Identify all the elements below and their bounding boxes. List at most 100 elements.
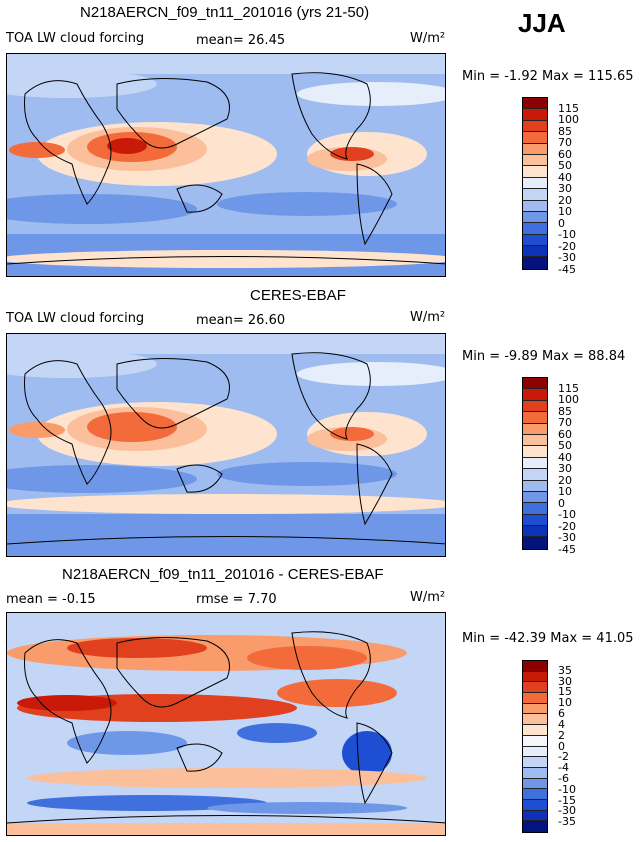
colorbar-tick-label: -10	[558, 782, 576, 796]
colorbar-segment	[523, 693, 547, 704]
colorbar-segment	[523, 671, 547, 683]
colorbar-segment	[523, 120, 547, 133]
colorbar-segment	[523, 514, 547, 527]
panel2-map-svg	[7, 334, 445, 556]
colorbar-segment	[523, 223, 547, 235]
colorbar-tick-label: -6	[558, 771, 569, 785]
colorbar-tick-label: 10	[558, 485, 572, 499]
panel1-title: N218AERCN_f09_tn11_201016 (yrs 21-50)	[80, 4, 370, 21]
colorbar-segment	[523, 166, 547, 178]
colorbar-tick-label: 30	[558, 674, 572, 688]
colorbar-tick-label: 100	[558, 393, 579, 407]
colorbar-segment	[523, 725, 547, 736]
colorbar-tick-label: 2	[558, 728, 565, 742]
colorbar-segment	[523, 821, 547, 832]
colorbar-tick-label: 100	[558, 113, 579, 127]
colorbar-segment	[523, 457, 547, 470]
colorbar-tick-label: -45	[558, 543, 576, 556]
colorbar-tick-label: 20	[558, 193, 572, 207]
colorbar-tick-label: -20	[558, 239, 576, 253]
season-label: JJA	[518, 8, 566, 38]
colorbar-segment	[523, 177, 547, 190]
panel1-field: TOA LW cloud forcing	[6, 31, 145, 46]
colorbar-tick-label: -10	[558, 228, 576, 242]
colorbar-tick-label: 40	[558, 450, 572, 464]
colorbar-segment	[523, 246, 547, 258]
colorbar-segment	[523, 735, 547, 747]
colorbar-segment	[523, 682, 547, 694]
panel3-units: W/m²	[410, 590, 446, 605]
colorbar-tick-label: 10	[558, 205, 572, 219]
colorbar-segment	[523, 503, 547, 515]
colorbar-segment	[523, 789, 547, 800]
panel1-colorbar	[522, 97, 548, 270]
colorbar-segment	[523, 400, 547, 413]
colorbar-tick-label: 6	[558, 707, 565, 721]
colorbar-tick-label: -30	[558, 251, 576, 265]
colorbar-segment	[523, 746, 547, 758]
colorbar-tick-label: -45	[558, 263, 576, 276]
colorbar-segment	[523, 98, 547, 110]
colorbar-segment	[523, 757, 547, 768]
colorbar-segment	[523, 189, 547, 201]
colorbar-tick-label: 0	[558, 739, 565, 753]
colorbar-segment	[523, 257, 547, 269]
colorbar-segment	[523, 491, 547, 504]
colorbar-tick-label: 50	[558, 439, 572, 453]
colorbar-segment	[523, 378, 547, 390]
panel2-field: TOA LW cloud forcing	[6, 311, 145, 326]
colorbar-tick-label: -15	[558, 793, 576, 807]
colorbar-tick-label: 40	[558, 170, 572, 184]
panel1-units: W/m²	[410, 31, 446, 46]
colorbar-tick-label: 35	[558, 663, 572, 677]
colorbar-segment	[523, 109, 547, 121]
colorbar-tick-label: 85	[558, 404, 572, 418]
colorbar-segment	[523, 714, 547, 726]
panel3-title: N218AERCN_f09_tn11_201016 - CERES-EBAF	[62, 566, 384, 583]
colorbar-tick-label: 60	[558, 147, 572, 161]
panel2-mean: mean= 26.60	[196, 313, 286, 328]
panel3-colorbar	[522, 660, 548, 833]
colorbar-segment	[523, 446, 547, 458]
panel2-units: W/m²	[410, 310, 446, 325]
colorbar-tick-label: -35	[558, 815, 576, 829]
colorbar-segment	[523, 537, 547, 549]
panel1-map-svg	[7, 54, 445, 276]
panel1-map	[6, 53, 446, 277]
colorbar-segment	[523, 703, 547, 715]
colorbar-tick-label: 30	[558, 182, 572, 196]
colorbar-segment	[523, 799, 547, 811]
colorbar-tick-label: 4	[558, 717, 565, 731]
colorbar-tick-label: 0	[558, 216, 565, 230]
colorbar-segment	[523, 423, 547, 435]
colorbar-tick-label: 0	[558, 496, 565, 510]
colorbar-tick-label: 60	[558, 427, 572, 441]
colorbar-tick-label: -30	[558, 531, 576, 545]
colorbar-tick-label: -4	[558, 761, 569, 775]
colorbar-segment	[523, 200, 547, 212]
colorbar-tick-label: 10	[558, 696, 572, 710]
panel2-minmax: Min = -9.89 Max = 88.84	[462, 349, 626, 364]
panel2-colorbar	[522, 377, 548, 550]
colorbar-tick-label: 15	[558, 685, 572, 699]
colorbar-segment	[523, 661, 547, 672]
colorbar-tick-label: -2	[558, 750, 569, 764]
colorbar-tick-label: 20	[558, 473, 572, 487]
panel1-minmax: Min = -1.92 Max = 115.65	[462, 69, 634, 84]
colorbar-tick-label: 30	[558, 462, 572, 476]
colorbar-tick-label: 70	[558, 136, 572, 150]
panel3-map-svg	[7, 613, 445, 835]
panel3-map	[6, 612, 446, 836]
colorbar-segment	[523, 480, 547, 492]
colorbar-segment	[523, 469, 547, 481]
colorbar-tick-label: -20	[558, 519, 576, 533]
colorbar-segment	[523, 412, 547, 424]
colorbar-segment	[523, 132, 547, 144]
colorbar-segment	[523, 526, 547, 538]
colorbar-segment	[523, 778, 547, 790]
colorbar-tick-label: 50	[558, 159, 572, 173]
panel2-title: CERES-EBAF	[250, 287, 346, 304]
colorbar-tick-label: -10	[558, 508, 576, 522]
colorbar-tick-label: 115	[558, 381, 579, 395]
colorbar-tick-label: 70	[558, 416, 572, 430]
